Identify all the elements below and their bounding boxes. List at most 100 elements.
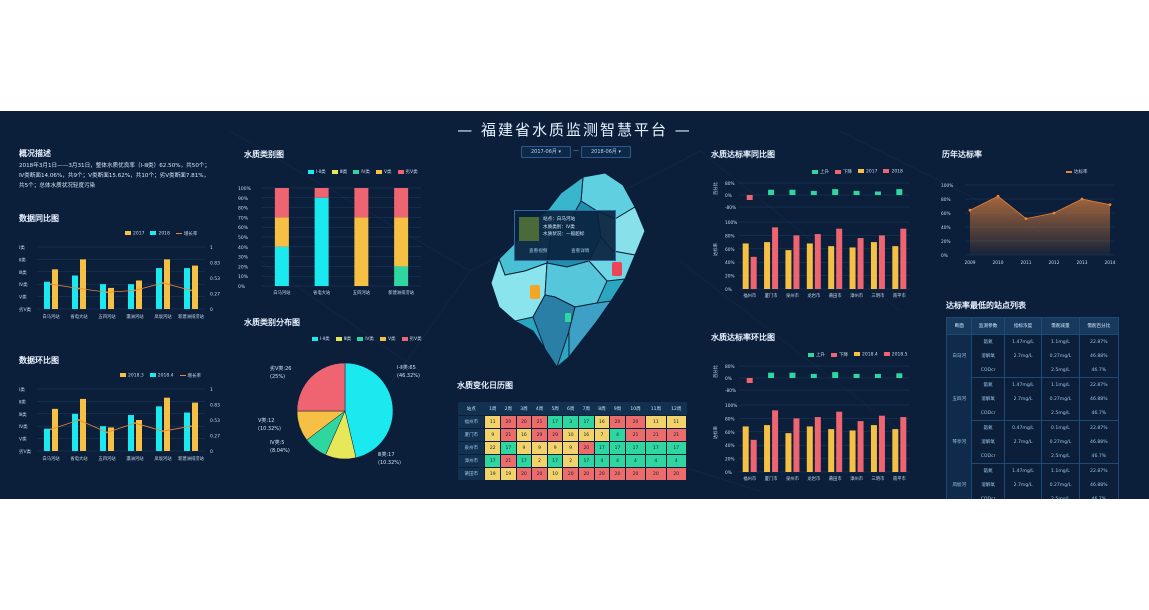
stacked-segment [354,217,369,286]
calendar-cell[interactable]: 17 [578,415,595,429]
calendar-cell[interactable]: 3 [562,415,580,429]
calendar-cell[interactable]: 20 [609,415,626,429]
area-point [1024,217,1028,220]
calendar-cell[interactable]: 10 [562,428,580,442]
y-tick-label: 0% [941,253,948,259]
x-tick-label: 龙岩市 [807,292,821,299]
map-tooltip: 站点：白马河站 水质类别：Ⅳ类 水质状况：一般超标 查看视频 查看详情 [514,210,616,261]
calendar-cell[interactable]: 17 [546,415,564,429]
calendar-cell[interactable]: 20 [531,467,548,481]
calendar-cell[interactable]: 11 [484,415,502,429]
calendar-cell[interactable]: 17 [500,441,517,455]
calendar-cell[interactable]: 2 [562,454,580,468]
y-tick-label: 100% [941,183,953,189]
bar-series-2 [836,411,843,472]
calendar-cell[interactable]: 2 [531,454,548,468]
calendar-cell[interactable]: 9 [484,428,502,442]
calendar-cell[interactable]: 20 [624,415,647,429]
calendar-cell[interactable]: 9 [546,441,564,455]
calendar-cell[interactable]: 20 [562,467,580,481]
calendar-cell[interactable]: 19 [484,467,502,481]
calendar-cell[interactable]: 7 [593,428,611,442]
bar-series-1 [806,426,813,472]
calendar-cell[interactable]: 17 [624,441,647,455]
calendar-cell[interactable]: 20 [578,467,595,481]
calendar-cell[interactable]: 10 [546,467,564,481]
y-tick-label: 50% [238,235,249,241]
view-detail-button[interactable]: 查看详情 [571,249,590,254]
map-marker-red[interactable] [612,262,622,276]
calendar-cell[interactable]: 11 [645,415,667,429]
calendar-cell[interactable]: 29 [546,428,564,442]
calendar-cell[interactable]: 9 [515,441,533,455]
calendar-cell[interactable]: 17 [546,454,564,468]
calendar-cell[interactable]: 20 [500,415,517,429]
calendar-cell[interactable]: 29 [531,428,548,442]
lowest-cell: 0.27mg/L [1041,349,1080,363]
start-date-select[interactable]: 2017-06月 ▾ [521,146,571,158]
lowest-cell [1003,449,1043,464]
bar-series-2 [878,235,885,289]
calendar-cell[interactable]: 21 [665,428,688,442]
calendar-cell[interactable]: 17 [609,441,626,455]
y-tick-label: Ⅳ类 [19,423,28,430]
fujian-map[interactable] [485,171,660,371]
change-bar [768,372,775,378]
calendar-cell[interactable]: 21 [500,454,517,468]
calendar-cell[interactable]: 17 [645,441,667,455]
yoy-rate-title: 水质达标率同比图 [711,150,775,159]
view-video-button[interactable]: 查看视频 [529,249,548,254]
calendar-cell[interactable]: 4 [609,428,626,442]
calendar-cell[interactable]: 21 [531,415,548,429]
calendar-cell[interactable]: 17 [484,454,502,468]
calendar-cell[interactable]: 20 [515,467,533,481]
calendar-cell[interactable]: 16 [578,428,595,442]
calendar-cell[interactable]: 9 [562,441,580,455]
calendar-cell[interactable]: 21 [624,428,647,442]
calendar-cell[interactable]: 4 [624,454,647,468]
calendar-cell[interactable]: 4 [609,454,626,468]
change-bar [896,189,903,195]
end-date-select[interactable]: 2018-06月 ▾ [581,146,631,158]
growth-point [106,431,108,434]
calendar-cell[interactable]: 9 [531,441,548,455]
calendar-cell[interactable]: 19 [500,467,517,481]
y-tick-label: -80% [725,388,736,394]
calendar-cell[interactable]: 20 [645,467,667,481]
bar-series-2 [793,418,800,472]
y-tick-label: Ⅰ类 [19,386,25,393]
calendar-cell[interactable]: 16 [515,428,533,442]
calendar-cell[interactable]: 16 [593,415,611,429]
calendar-cell[interactable]: 21 [500,428,517,442]
calendar-cell[interactable]: 21 [645,428,667,442]
map-marker-green[interactable] [565,313,571,322]
calendar-cell[interactable]: 20 [609,467,626,481]
calendar-cell[interactable]: 17 [578,454,595,468]
calendar-city: 泉州市 [456,441,486,455]
bar-series-1 [870,242,877,289]
lowest-cell [1003,406,1043,421]
calendar-cell[interactable]: 20 [515,415,533,429]
calendar-header-cell: 9周 [609,402,626,416]
y-tick-label: 20% [725,457,735,463]
calendar-cell[interactable]: 17 [515,454,533,468]
map-marker-orange[interactable] [530,285,540,299]
change-bar [810,373,817,378]
calendar-cell[interactable]: 20 [624,467,647,481]
calendar-cell[interactable]: 11 [665,415,688,429]
calendar-cell[interactable]: 4 [645,454,667,468]
bar-series-1 [128,415,134,451]
calendar-cell[interactable]: 20 [593,467,611,481]
calendar-header-cell: 1周 [484,402,501,416]
calendar-cell[interactable]: 22 [484,441,502,455]
calendar-cell[interactable]: 20 [578,441,595,455]
stacked-segment [394,217,409,267]
calendar-cell[interactable]: 17 [593,441,611,455]
calendar-cell[interactable]: 20 [665,467,688,481]
calendar-cell[interactable]: 4 [665,454,688,468]
bar-series-1 [764,242,771,289]
station-photo [519,217,539,241]
x-tick-label: 漳州市 [850,475,864,482]
calendar-cell[interactable]: 17 [665,441,688,455]
calendar-cell[interactable]: 4 [593,454,611,468]
